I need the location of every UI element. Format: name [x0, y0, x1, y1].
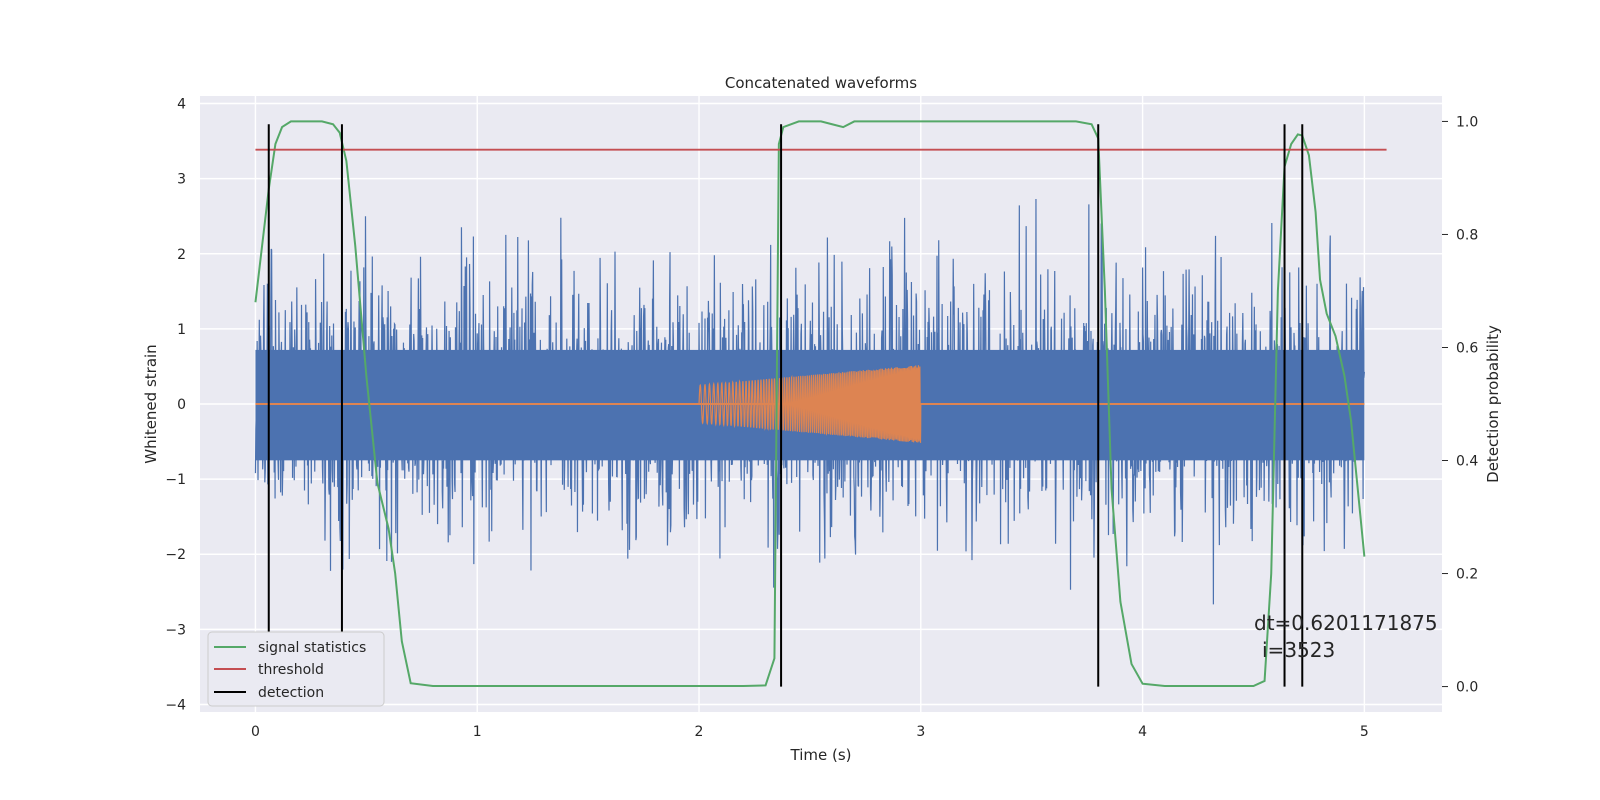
ticks: 0 1 2 3 4 5 −4 −3 −2 −1 0 1 2 3 4 0.0 0.2 0.4 0.6 0.8 1.0	[165, 97, 1478, 740]
y2-tick-label-1: 0.2	[1456, 567, 1478, 583]
chart-title: Concatenated waveforms	[725, 74, 917, 92]
y-tick-label-8: 4	[177, 97, 186, 113]
annotation-i: i=3523	[1262, 638, 1335, 662]
y-tick-label-4: 0	[177, 397, 186, 413]
x-tick-label-5: 5	[1360, 724, 1369, 740]
y-tick-label-6: 2	[177, 247, 186, 263]
y2-tick-label-0: 0.0	[1456, 680, 1478, 696]
y-tick-label-0: −4	[165, 697, 186, 713]
x-tick-label-3: 3	[916, 724, 925, 740]
legend-box	[207, 631, 385, 707]
y-axis-label: Whitened strain	[142, 344, 160, 463]
x-tick-label-4: 4	[1138, 724, 1147, 740]
y-tick-label-5: 1	[177, 322, 186, 338]
y2-tick-label-5: 1.0	[1456, 114, 1478, 130]
y-tick-label-2: −2	[165, 547, 186, 563]
y2-tick-label-4: 0.8	[1456, 227, 1478, 243]
y2-tick-label-2: 0.4	[1456, 454, 1478, 470]
x-axis-label: Time (s)	[790, 746, 852, 764]
y-tick-label-3: −1	[165, 472, 186, 488]
legend-label-signal-statistics: signal statistics	[258, 640, 366, 656]
legend-label-threshold: threshold	[258, 662, 324, 678]
y-tick-label-1: −3	[165, 622, 186, 638]
legend-label-detection: detection	[258, 685, 324, 701]
legend: signal statistics threshold detection	[207, 631, 385, 707]
y2-axis-label: Detection probability	[1484, 325, 1502, 483]
y2-tick-label-3: 0.6	[1456, 340, 1478, 356]
y-tick-label-7: 3	[177, 172, 186, 188]
x-tick-label-0: 0	[251, 724, 260, 740]
x-tick-label-2: 2	[695, 724, 704, 740]
data-layer	[254, 120, 1387, 687]
annotation-dt: dt=0.6201171875	[1254, 611, 1438, 635]
series-chirp	[698, 365, 922, 443]
x-tick-label-1: 1	[473, 724, 482, 740]
